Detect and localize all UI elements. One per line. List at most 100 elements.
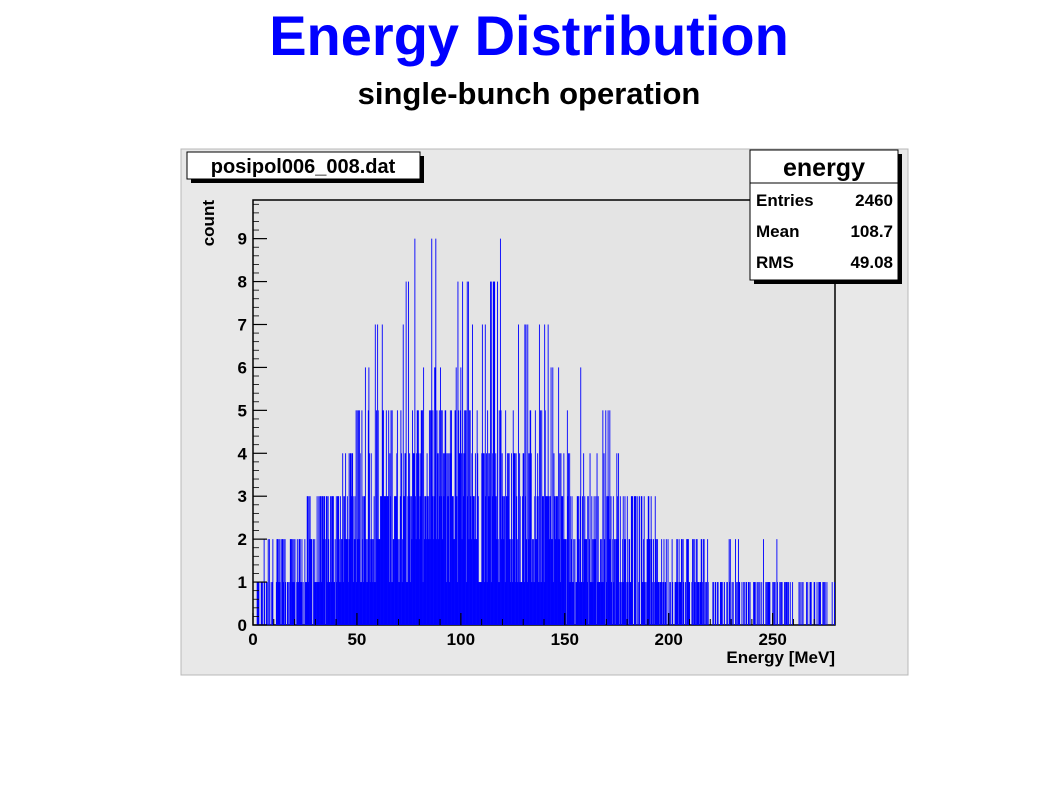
histogram-bin <box>579 496 581 625</box>
histogram-bin <box>428 539 430 625</box>
histogram-bin <box>328 582 330 625</box>
histogram-bin <box>696 539 698 625</box>
histogram-bin <box>459 453 461 625</box>
histogram-bin <box>602 410 604 625</box>
histogram-bin <box>423 496 425 625</box>
histogram-bars <box>256 238 835 625</box>
histogram-bin <box>486 453 487 625</box>
histogram-bin <box>330 496 331 625</box>
histogram-bin <box>564 539 566 625</box>
histogram-bin <box>602 582 604 625</box>
histogram-bin <box>430 410 432 625</box>
histogram-bin <box>422 582 424 625</box>
histogram-bin <box>601 582 603 625</box>
histogram-bin <box>505 410 507 625</box>
histogram-bin <box>707 539 709 625</box>
histogram-bin <box>736 582 738 625</box>
histogram-bin <box>495 496 497 625</box>
histogram-bin <box>433 539 434 625</box>
y-tick-label: 3 <box>238 487 247 506</box>
histogram-bin <box>424 496 426 625</box>
histogram-bin <box>314 539 316 625</box>
histogram-bin <box>600 582 602 625</box>
histogram-bin <box>801 582 803 625</box>
histogram-bin <box>339 496 341 625</box>
histogram-bin <box>459 410 461 625</box>
histogram-bin <box>406 582 408 625</box>
histogram-bin <box>288 582 290 625</box>
histogram-bin <box>451 496 453 625</box>
histogram-bin <box>471 453 473 625</box>
histogram-bin <box>753 582 755 625</box>
histogram-bin <box>473 496 475 625</box>
histogram-bin <box>738 539 739 625</box>
histogram-bin <box>464 453 466 625</box>
histogram-bin <box>687 539 689 625</box>
histogram-bin <box>264 582 266 625</box>
histogram-bin <box>457 281 459 625</box>
histogram-bin <box>623 539 625 625</box>
histogram-bin <box>694 539 696 625</box>
histogram-bin <box>776 539 778 625</box>
histogram-bin <box>435 238 437 625</box>
x-axis-label: Energy [MeV] <box>726 648 835 667</box>
histogram-bin <box>524 324 526 625</box>
file-label-box <box>186 151 421 180</box>
histogram-bin <box>478 582 480 625</box>
histogram-bin <box>366 539 368 625</box>
histogram-bin <box>484 453 486 625</box>
histogram-bin <box>777 582 778 625</box>
histogram-bin <box>831 582 833 625</box>
histogram-bin <box>564 539 565 625</box>
histogram-bin <box>385 410 387 625</box>
histogram-bin <box>759 582 761 625</box>
histogram-bin <box>526 539 528 625</box>
histogram-bin <box>544 324 546 625</box>
histogram-bin <box>585 539 587 625</box>
histogram-bin <box>680 539 682 625</box>
histogram-bin <box>367 582 369 625</box>
histogram-bin <box>373 539 374 625</box>
histogram-bin <box>520 582 522 625</box>
histogram-bin <box>377 410 379 625</box>
histogram-bin <box>374 324 376 625</box>
stats-rows: Entries 2460 Mean 108.7 RMS 49.08 <box>756 191 893 272</box>
histogram-bin <box>539 582 541 625</box>
histogram-bin <box>378 539 380 625</box>
histogram-bin <box>719 582 721 625</box>
histogram-bin <box>650 496 652 625</box>
histogram-bin <box>523 453 525 625</box>
histogram-bin <box>480 582 482 625</box>
histogram-bin <box>291 539 292 625</box>
x-tick-label: 200 <box>655 630 683 649</box>
histogram-bin <box>792 582 794 625</box>
histogram-bin <box>577 496 579 625</box>
histogram-bin <box>692 539 693 625</box>
histogram-bin <box>715 582 717 625</box>
histogram-bin <box>551 539 553 625</box>
histogram-bin <box>357 410 359 625</box>
histogram-bin <box>415 496 416 625</box>
histogram-bin <box>427 496 429 625</box>
histogram-bin <box>277 539 278 625</box>
histogram-bin <box>647 539 649 625</box>
y-tick-label: 9 <box>238 230 247 249</box>
histogram-bin <box>438 410 440 625</box>
histogram-bin <box>298 539 300 625</box>
histogram-bin <box>491 281 493 625</box>
histogram-bin <box>341 539 342 625</box>
histogram-bin <box>608 539 610 625</box>
histogram-bin <box>293 582 295 625</box>
histogram-bin <box>419 496 421 625</box>
histogram-bin <box>810 582 812 625</box>
histogram-bin <box>569 453 571 625</box>
histogram-bin <box>594 539 596 625</box>
histogram-bin <box>445 410 447 625</box>
histogram-bin <box>490 281 491 625</box>
histogram-bin <box>735 539 736 625</box>
histogram-bin <box>568 453 569 625</box>
histogram-bin <box>785 582 787 625</box>
histogram-bin <box>434 367 436 625</box>
histogram-bin <box>380 496 381 625</box>
histogram-bin <box>487 496 489 625</box>
